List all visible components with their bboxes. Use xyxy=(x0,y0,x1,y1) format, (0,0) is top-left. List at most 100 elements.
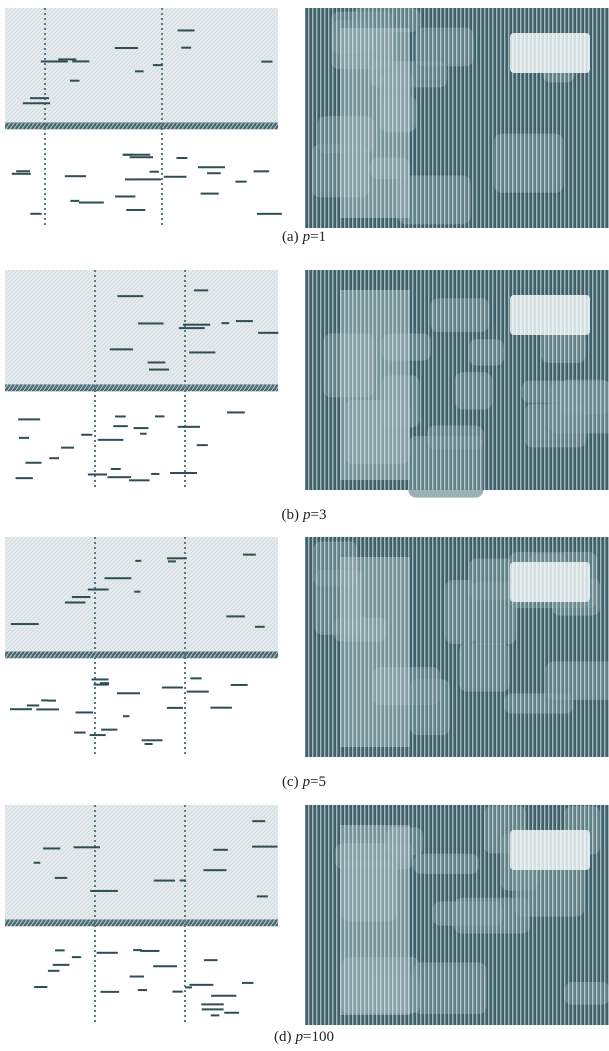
image-band xyxy=(5,919,278,926)
glyph-stroke xyxy=(210,707,231,709)
glyph-stroke xyxy=(257,895,268,897)
panel: (a)p=1 xyxy=(5,8,609,245)
glyph-stroke xyxy=(122,154,150,156)
caption-eq: =1 xyxy=(310,229,326,245)
glyph-stroke xyxy=(27,704,39,706)
glyph-stroke xyxy=(72,60,89,62)
image-band xyxy=(5,651,278,658)
glyph-stroke xyxy=(75,711,93,713)
glyph-stroke xyxy=(115,47,138,49)
glyph-stroke xyxy=(72,596,91,598)
glyph-stroke xyxy=(98,439,124,441)
glyph-stroke xyxy=(257,213,282,215)
glyph-stroke xyxy=(79,202,104,204)
image-top xyxy=(5,270,278,384)
digit-image xyxy=(5,537,278,757)
glyph-stroke xyxy=(226,615,245,617)
glyph-stroke xyxy=(48,700,56,702)
caption-tag: (d) xyxy=(274,1029,292,1045)
glyph-stroke xyxy=(65,601,86,603)
glyph-stroke xyxy=(130,976,144,978)
glyph-stroke xyxy=(90,890,118,892)
glyph-stroke xyxy=(61,447,74,449)
glyph-stroke xyxy=(187,691,209,693)
glyph-stroke xyxy=(88,473,107,475)
image-top xyxy=(5,537,278,651)
panel: (b)p=3 xyxy=(5,270,609,523)
caption-eq: =5 xyxy=(310,774,326,790)
image-top xyxy=(5,805,278,919)
glyph-stroke xyxy=(204,959,218,961)
glyph-stroke xyxy=(107,476,131,478)
glyph-stroke xyxy=(211,995,236,997)
glyph-stroke xyxy=(197,444,208,446)
glyph-stroke xyxy=(130,156,153,158)
glyph-stroke xyxy=(254,170,270,172)
caption-eq: =100 xyxy=(303,1029,334,1045)
panel: (c)p=5 xyxy=(5,537,609,790)
glyph-stroke xyxy=(100,991,119,993)
glyph-stroke xyxy=(142,739,163,741)
glyph-stroke xyxy=(149,369,169,371)
glyph-stroke xyxy=(36,708,59,710)
glyph-stroke xyxy=(16,170,30,172)
glyph-stroke xyxy=(136,178,160,180)
glyph-stroke xyxy=(11,623,39,625)
glyph-stroke xyxy=(18,418,40,420)
glyph-stroke xyxy=(97,952,118,954)
glyph-stroke xyxy=(19,437,29,439)
caption-tag: (b) xyxy=(282,507,300,523)
glyph-stroke xyxy=(101,729,117,731)
digit-image xyxy=(5,270,278,490)
glyph-stroke xyxy=(167,557,187,559)
glyph-stroke xyxy=(236,320,253,322)
glyph-stroke xyxy=(194,289,208,291)
glyph-stroke xyxy=(135,560,141,562)
glyph-stroke xyxy=(235,181,246,183)
glyph-stroke xyxy=(55,949,65,951)
texture-stripes xyxy=(305,805,609,1025)
glyph-stroke xyxy=(149,171,158,173)
glyph-stroke xyxy=(153,64,163,66)
glyph-stroke xyxy=(227,411,245,413)
panel: (d)p=100 xyxy=(5,805,609,1045)
texture-stripes xyxy=(305,8,609,228)
caption-eq: =3 xyxy=(311,507,327,523)
glyph-stroke xyxy=(243,554,256,556)
glyph-stroke xyxy=(88,589,109,591)
glyph-stroke xyxy=(170,472,197,474)
caption: (b)p=3 xyxy=(282,507,327,523)
glyph-stroke xyxy=(111,468,121,470)
glyph-stroke xyxy=(115,415,126,417)
glyph-stroke xyxy=(34,862,41,864)
glyph-stroke xyxy=(190,677,201,679)
glyph-stroke xyxy=(115,195,135,197)
glyph-stroke xyxy=(181,47,191,49)
glyph-stroke xyxy=(168,560,176,562)
glyph-stroke xyxy=(179,327,205,329)
texture-image xyxy=(305,8,609,228)
glyph-stroke xyxy=(48,970,60,972)
glyph-stroke xyxy=(94,684,109,686)
glyph-stroke xyxy=(189,351,215,353)
glyph-stroke xyxy=(117,295,143,297)
glyph-stroke xyxy=(41,699,48,701)
glyph-stroke xyxy=(81,434,92,436)
glyph-stroke xyxy=(258,332,278,334)
glyph-stroke xyxy=(43,847,60,849)
glyph-stroke xyxy=(201,1003,223,1005)
glyph-stroke xyxy=(10,708,32,710)
glyph-stroke xyxy=(53,964,70,966)
glyph-stroke xyxy=(23,102,50,104)
glyph-stroke xyxy=(117,692,140,694)
glyph-stroke xyxy=(140,950,159,952)
glyph-stroke xyxy=(41,60,68,62)
glyph-stroke xyxy=(30,213,41,215)
glyph-stroke xyxy=(148,361,166,363)
glyph-stroke xyxy=(203,869,226,871)
glyph-stroke xyxy=(224,1012,239,1014)
glyph-stroke xyxy=(74,732,86,734)
glyph-stroke xyxy=(155,415,165,417)
glyph-stroke xyxy=(70,200,79,202)
glyph-stroke xyxy=(113,425,128,427)
